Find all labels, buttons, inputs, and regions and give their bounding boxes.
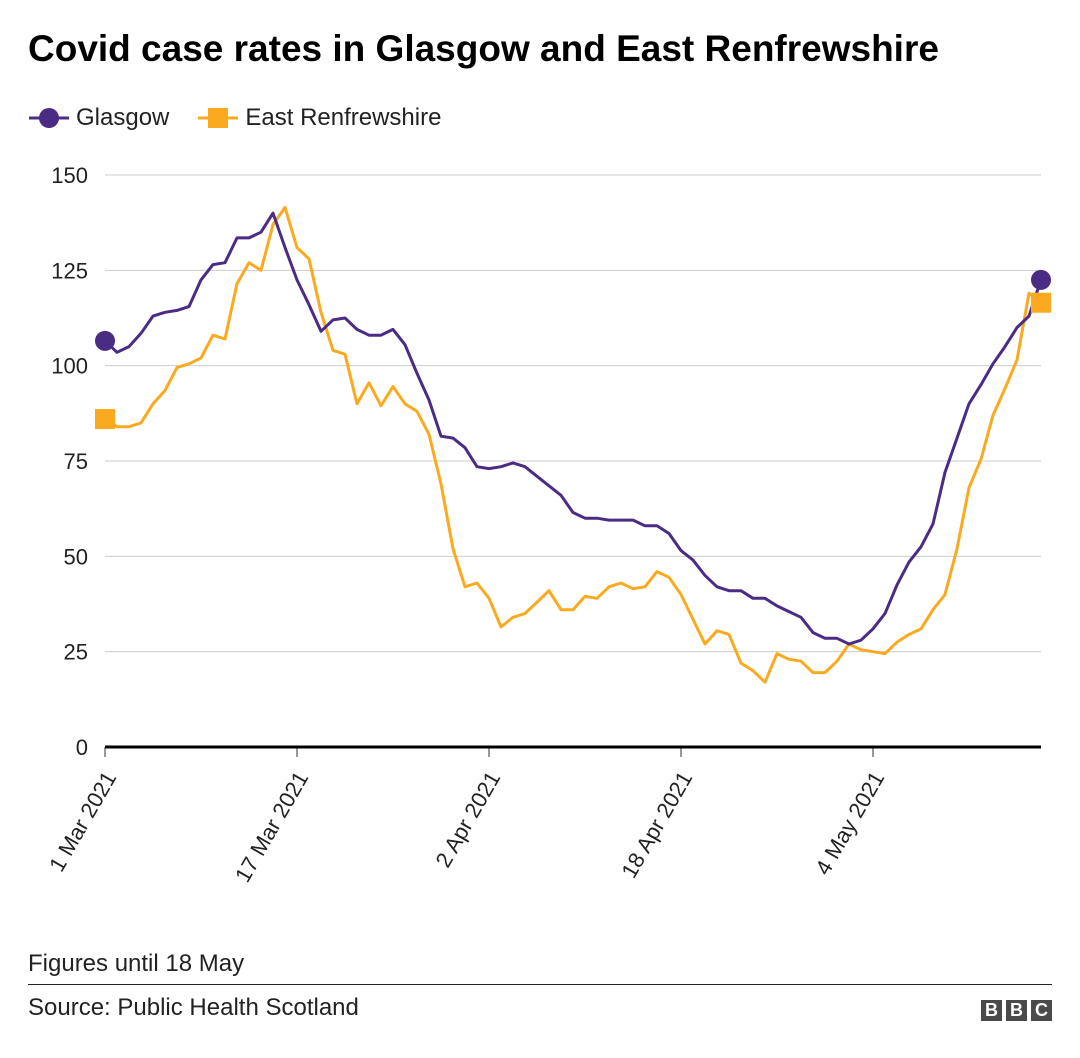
bbc-logo-letter: B	[1006, 1000, 1027, 1021]
y-tick-label: 0	[76, 735, 88, 760]
x-tick-label: 4 May 2021	[810, 767, 889, 879]
bbc-logo-letter: B	[981, 1000, 1002, 1021]
x-tick-label: 18 Apr 2021	[616, 767, 697, 882]
series-marker-glasgow-start	[95, 330, 115, 351]
y-tick-label: 150	[51, 163, 88, 188]
legend: Glasgow East Renfrewshire	[28, 102, 469, 134]
legend-label-east-renfrewshire: East Renfrewshire	[245, 104, 442, 131]
footer-divider	[28, 984, 1052, 985]
bbc-logo-letter: C	[1031, 1000, 1052, 1021]
legend-item-east-renfrewshire: East Renfrewshire	[197, 104, 441, 132]
y-tick-label: 75	[64, 449, 88, 474]
chart-title: Covid case rates in Glasgow and East Ren…	[28, 28, 939, 69]
bbc-logo: B B C	[977, 1000, 1052, 1021]
x-tick-label: 1 Mar 2021	[44, 767, 121, 876]
y-tick-label: 25	[64, 640, 88, 665]
legend-square-marker-icon	[198, 108, 239, 128]
legend-circle-marker-icon	[29, 108, 69, 128]
x-tick-label: 2 Apr 2021	[430, 767, 505, 872]
series-marker-glasgow-end	[1031, 269, 1051, 290]
y-tick-label: 50	[64, 544, 88, 569]
y-tick-label: 100	[51, 354, 88, 379]
source-text: Source: Public Health Scotland	[28, 994, 359, 1021]
series-line-east-renfrewshire	[103, 205, 1043, 684]
series-marker-east-renfrewshire-start	[95, 409, 115, 430]
figures-note: Figures until 18 May	[28, 950, 245, 977]
y-tick-label: 125	[51, 258, 88, 283]
legend-label-glasgow: Glasgow	[76, 104, 170, 131]
series-line-glasgow	[103, 211, 1043, 646]
x-tick-label: 17 Mar 2021	[230, 767, 313, 886]
series-marker-east-renfrewshire-end	[1031, 292, 1051, 313]
line-chart: 0 25 50 75 100 125 150 1 Mar 2021 17 Mar 2021 2 A…	[44, 163, 1051, 886]
legend-item-glasgow: Glasgow	[28, 104, 169, 132]
